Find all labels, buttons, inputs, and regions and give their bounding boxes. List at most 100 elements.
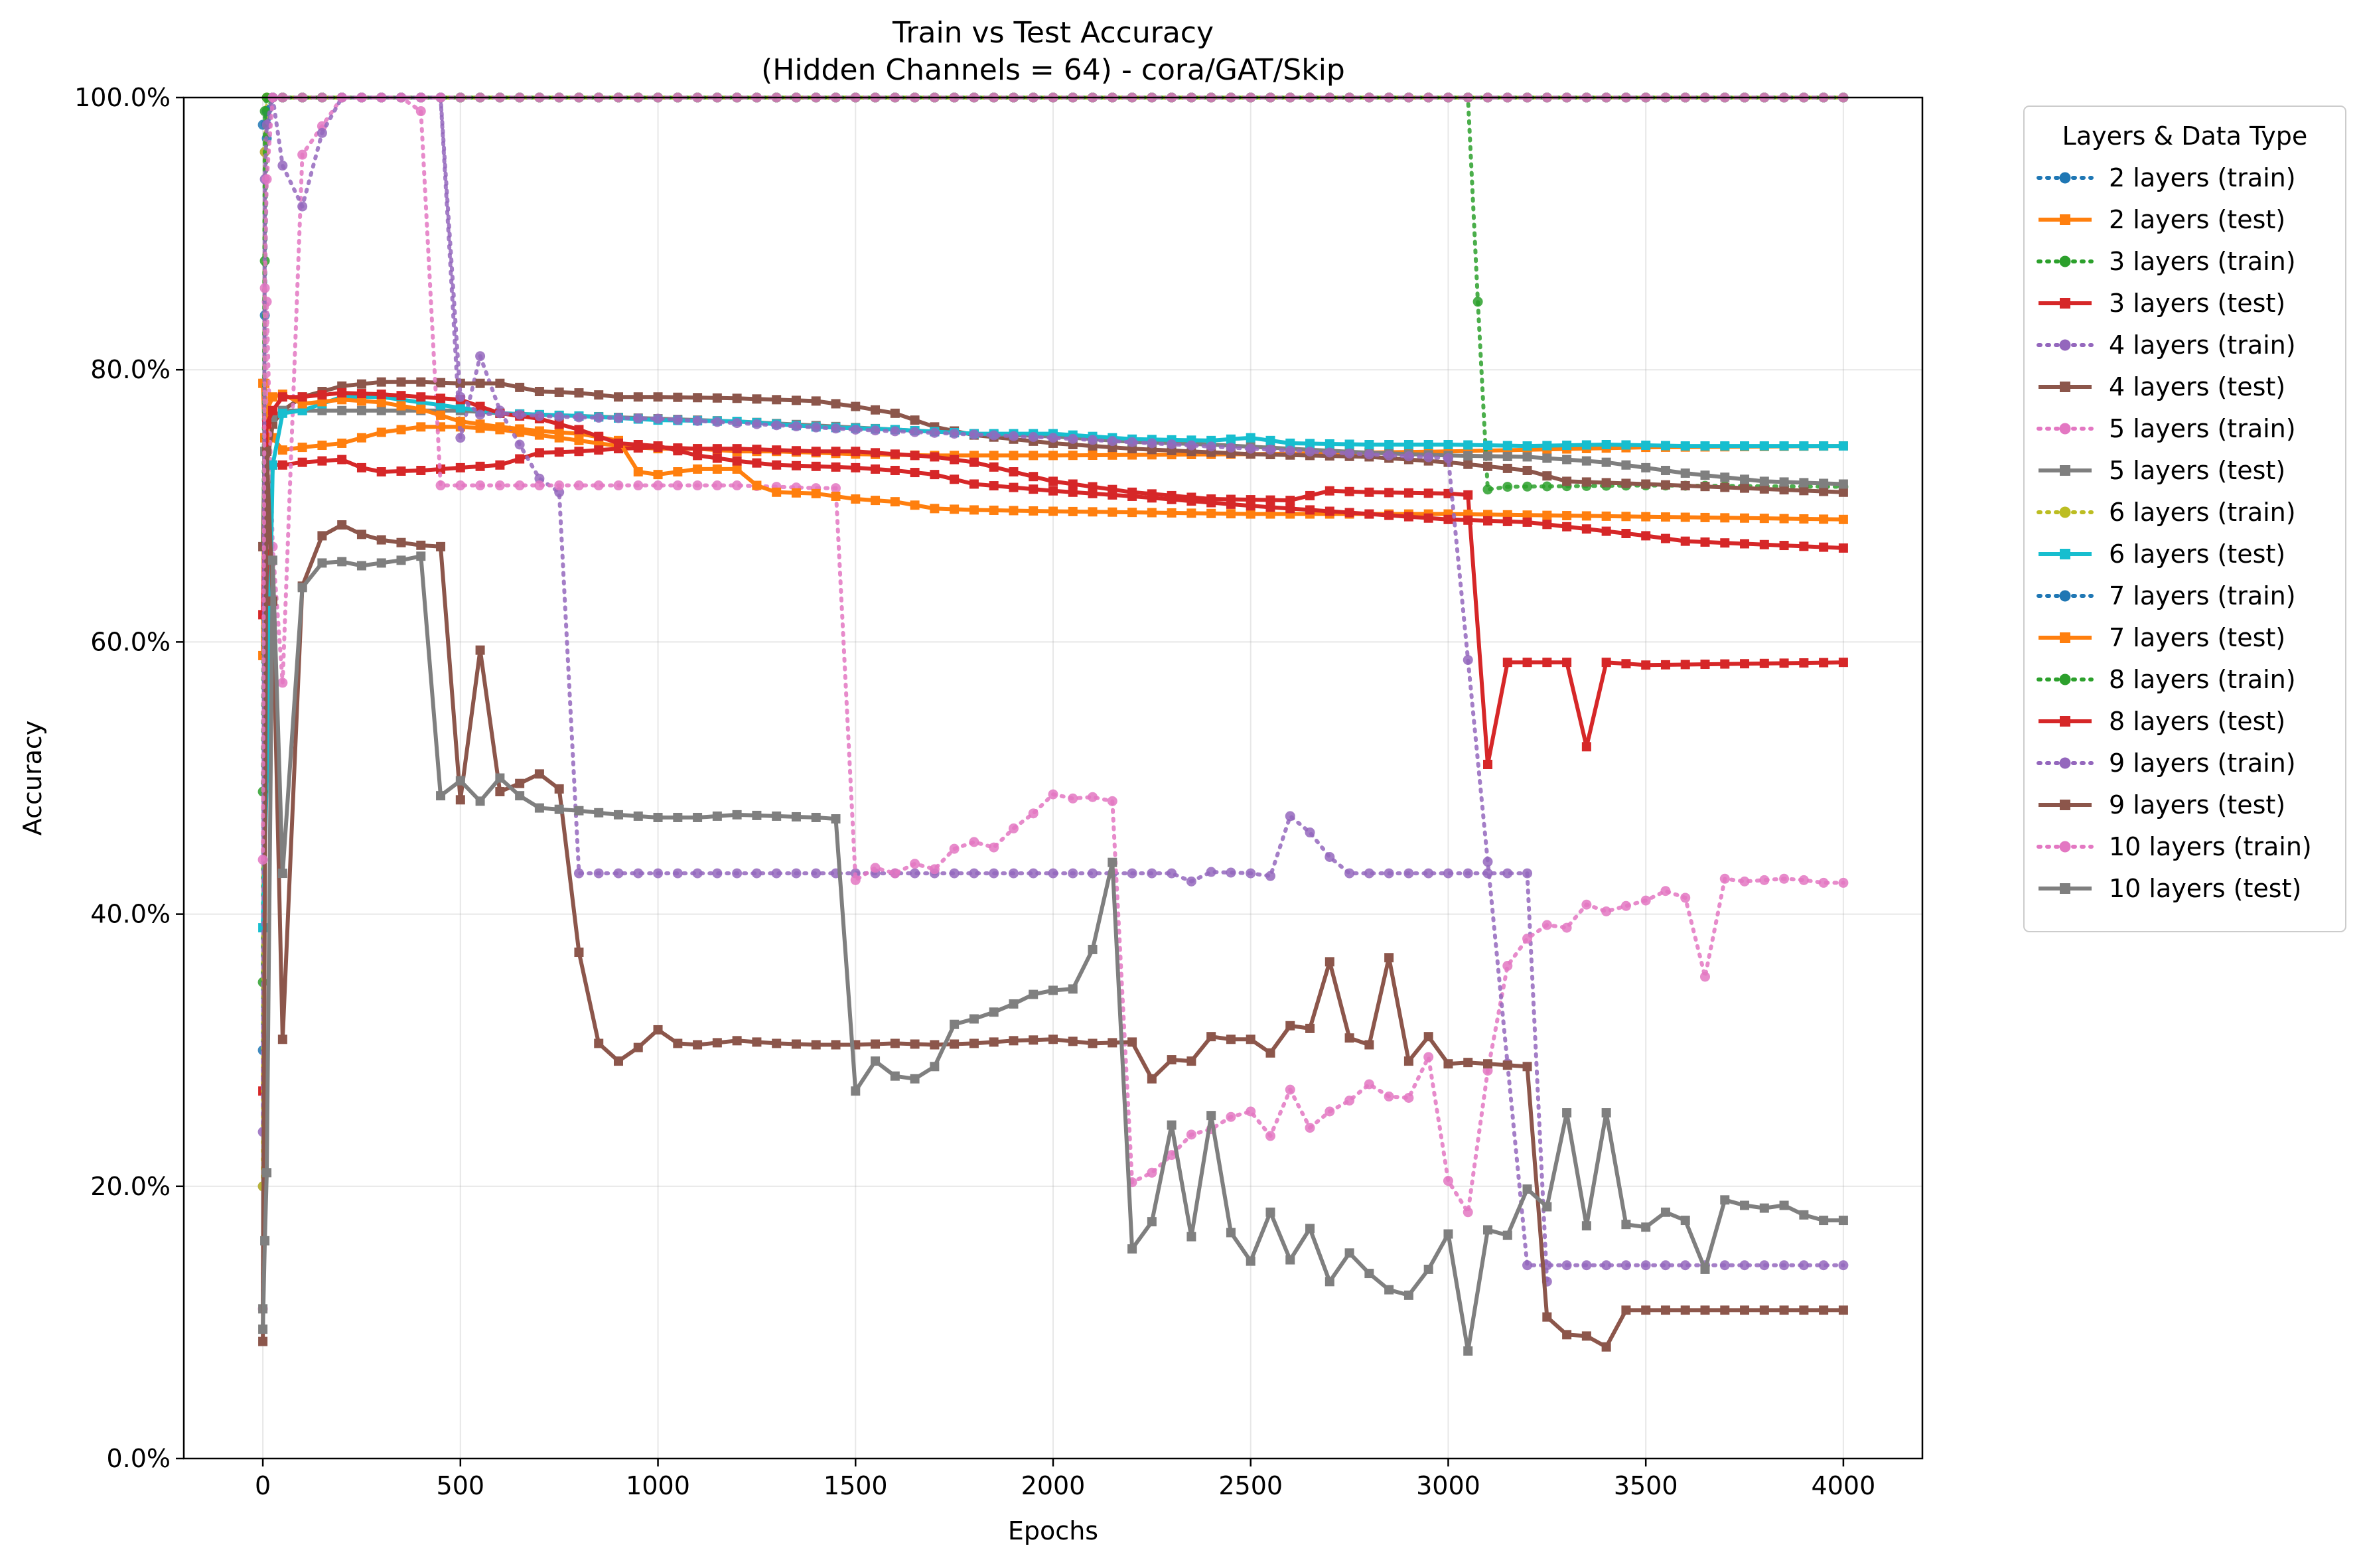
- data-point: [356, 463, 366, 472]
- data-point: [554, 784, 564, 794]
- data-point: [1720, 513, 1730, 523]
- data-point: [712, 444, 722, 454]
- data-point: [633, 1042, 643, 1052]
- data-point: [1542, 471, 1552, 481]
- data-point: [1186, 1232, 1196, 1242]
- data-point: [1009, 467, 1019, 477]
- data-point: [831, 462, 841, 472]
- data-point: [950, 455, 960, 464]
- data-point: [534, 387, 544, 397]
- data-point: [1285, 1084, 1295, 1095]
- data-point: [692, 415, 703, 426]
- data-point: [1186, 508, 1196, 518]
- data-point: [871, 464, 881, 474]
- data-point: [1226, 509, 1236, 519]
- x-tick-label: 4000: [1812, 1471, 1876, 1500]
- data-point: [831, 491, 841, 501]
- legend-marker: [2059, 423, 2071, 435]
- data-point: [1680, 1305, 1690, 1315]
- data-point: [1206, 498, 1216, 508]
- data-point: [376, 558, 386, 568]
- data-point: [376, 405, 386, 415]
- data-point: [1641, 531, 1651, 541]
- data-point: [1838, 514, 1848, 524]
- legend-marker: [2060, 632, 2070, 643]
- data-point: [514, 480, 525, 491]
- data-point: [673, 446, 683, 456]
- data-point: [1601, 457, 1611, 467]
- data-point: [356, 433, 366, 443]
- data-point: [1167, 1120, 1177, 1130]
- data-point: [811, 461, 821, 471]
- data-point: [475, 645, 485, 655]
- data-point: [949, 429, 960, 439]
- data-point: [1206, 1111, 1216, 1121]
- data-point: [1226, 434, 1236, 444]
- data-point: [752, 1037, 762, 1047]
- data-point: [930, 504, 940, 514]
- data-point: [692, 480, 703, 491]
- y-tick-label: 100.0%: [74, 83, 171, 112]
- data-point: [751, 868, 762, 879]
- data-point: [1680, 660, 1690, 670]
- legend-entry: 7 layers (train): [2037, 581, 2296, 610]
- data-point: [791, 446, 801, 456]
- data-point: [594, 808, 604, 818]
- data-point: [712, 868, 723, 879]
- data-point: [693, 451, 703, 461]
- data-point: [1838, 1216, 1848, 1226]
- data-point: [890, 408, 900, 418]
- data-point: [337, 438, 347, 448]
- legend-entry: 4 layers (train): [2037, 330, 2296, 360]
- legend-label: 5 layers (train): [2109, 414, 2296, 443]
- data-point: [1541, 481, 1552, 492]
- data-point: [1423, 1264, 1433, 1274]
- data-point: [1759, 1203, 1769, 1213]
- data-point: [1384, 868, 1394, 879]
- data-point: [337, 520, 347, 530]
- data-point: [613, 868, 624, 879]
- data-point: [594, 431, 604, 441]
- legend-marker: [2059, 590, 2071, 602]
- data-point: [613, 413, 624, 423]
- data-point: [1720, 1195, 1730, 1205]
- data-point: [969, 457, 979, 467]
- data-point: [1720, 472, 1730, 482]
- data-point: [1127, 437, 1137, 447]
- data-point: [1601, 1108, 1611, 1118]
- data-point: [1739, 1260, 1750, 1271]
- data-point: [1740, 659, 1750, 669]
- data-point: [910, 1039, 920, 1049]
- x-tick-label: 3000: [1416, 1471, 1480, 1500]
- data-point: [455, 392, 466, 402]
- data-point: [1325, 851, 1335, 862]
- y-tick-label: 40.0%: [90, 900, 171, 929]
- series-10-layers-test: [258, 551, 1848, 1356]
- series-8-layers-test: [258, 388, 1848, 620]
- data-point: [772, 460, 782, 470]
- data-point: [712, 417, 723, 427]
- data-point: [890, 465, 900, 475]
- data-point: [416, 551, 426, 561]
- data-point: [1562, 441, 1572, 451]
- data-point: [534, 426, 544, 436]
- data-point: [1048, 476, 1058, 486]
- legend-entry: 2 layers (train): [2037, 163, 2296, 192]
- data-point: [653, 392, 663, 402]
- data-point: [1384, 953, 1394, 963]
- data-point: [435, 480, 446, 491]
- legend-marker: [2059, 172, 2071, 184]
- data-point: [752, 445, 762, 455]
- data-point: [277, 869, 287, 879]
- legend-marker: [2060, 214, 2070, 225]
- data-point: [594, 390, 604, 400]
- data-point: [376, 377, 386, 387]
- data-point: [277, 408, 287, 418]
- data-point: [1403, 1290, 1413, 1300]
- data-point: [1620, 1260, 1631, 1271]
- data-point: [1581, 524, 1591, 534]
- data-point: [297, 392, 307, 402]
- legend-marker: [2060, 716, 2070, 727]
- data-point: [1799, 541, 1809, 551]
- x-tick-label: 500: [437, 1471, 485, 1500]
